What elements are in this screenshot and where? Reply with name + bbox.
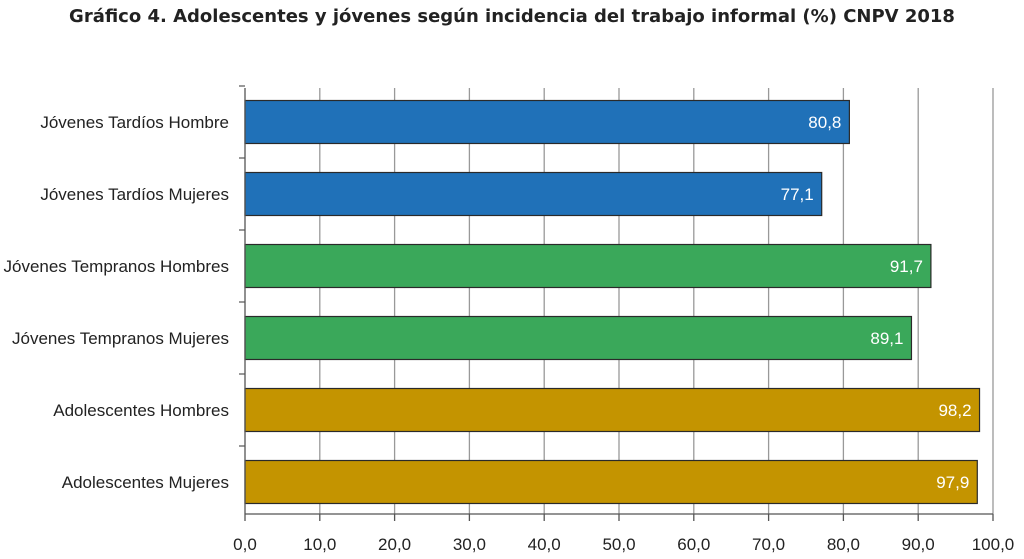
category-label: Jóvenes Tempranos Hombres — [3, 257, 229, 276]
data-label: 77,1 — [781, 185, 814, 204]
x-tick-label: 0,0 — [233, 535, 257, 554]
x-tick-label: 40,0 — [528, 535, 561, 554]
category-label: Jóvenes Tardíos Hombre — [40, 113, 229, 132]
data-label: 89,1 — [870, 329, 903, 348]
category-label: Jóvenes Tempranos Mujeres — [12, 329, 229, 348]
category-labels: Jóvenes Tardíos Hombre Jóvenes Tardíos Mu… — [3, 113, 229, 492]
x-tick-label: 50,0 — [602, 535, 635, 554]
data-label: 80,8 — [808, 113, 841, 132]
category-label: Adolescentes Hombres — [53, 401, 229, 420]
x-tick-label: 10,0 — [303, 535, 336, 554]
data-label: 91,7 — [890, 257, 923, 276]
x-tick-label: 60,0 — [677, 535, 710, 554]
x-tick-label: 80,0 — [827, 535, 860, 554]
x-tick-label: 90,0 — [902, 535, 935, 554]
bar — [244, 387, 981, 433]
bars — [244, 99, 981, 505]
x-tick-label: 70,0 — [752, 535, 785, 554]
data-label: 97,9 — [936, 473, 969, 492]
chart-title: Gráfico 4. Adolescentes y jóvenes según … — [69, 6, 955, 27]
x-tick-label: 30,0 — [453, 535, 486, 554]
value-labels: 80,8 77,1 91,7 89,1 98,2 97,9 — [781, 113, 972, 492]
data-label: 98,2 — [938, 401, 971, 420]
bar — [244, 243, 932, 289]
bar — [244, 99, 850, 145]
x-axis — [239, 85, 994, 521]
bar — [244, 315, 913, 361]
category-label: Jóvenes Tardíos Mujeres — [40, 185, 229, 204]
x-tick-label: 100,0 — [972, 535, 1015, 554]
bar — [244, 459, 978, 505]
category-label: Adolescentes Mujeres — [62, 473, 229, 492]
x-tick-labels: 0,0 10,0 20,0 30,0 40,0 50,0 60,0 70,0 80,0 90,0 1… — [233, 535, 1014, 554]
gridlines — [319, 88, 994, 514]
x-tick-label: 20,0 — [378, 535, 411, 554]
bar — [244, 171, 823, 217]
